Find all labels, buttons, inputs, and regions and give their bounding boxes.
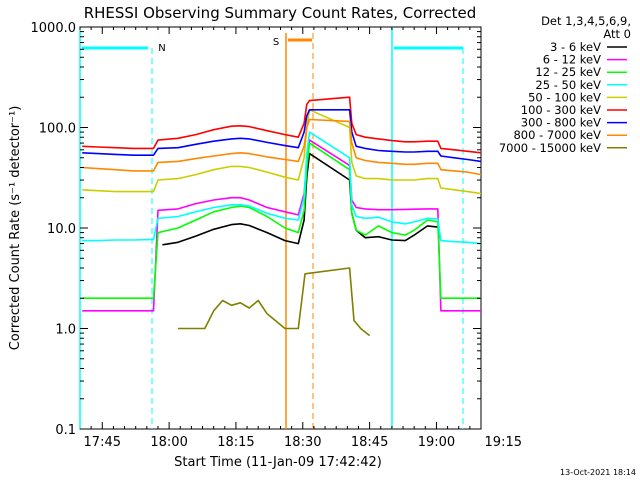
y-tick-label: 1.0 (55, 323, 76, 338)
legend-label: 6 - 12 keV (543, 53, 601, 67)
legend-header-line-1: Det 1,3,4,5,6,9, (541, 14, 631, 28)
plot-frame (79, 26, 482, 430)
x-tick-label: 19:15 (485, 435, 522, 450)
x-tick-label: 18:45 (351, 435, 388, 450)
y-axis-ticks: 0.1 1.0 10.0 100.0 1000.0 (31, 21, 481, 438)
legend-label: 50 - 100 keV (528, 90, 601, 104)
legend-label: 800 - 7000 keV (513, 128, 601, 142)
y-axis-label: Corrected Count Rate (s⁻¹ detector⁻¹) (8, 106, 23, 351)
series-line-7000-15000-kev (178, 267, 371, 337)
legend-label: 12 - 25 keV (535, 65, 601, 79)
y-tick-label: 1000.0 (31, 21, 77, 36)
legend-label: 100 - 300 keV (521, 103, 601, 117)
x-axis-ticks: 17:45 18:00 18:15 18:30 18:45 19:00 19:15 (84, 27, 522, 450)
legend-label: 3 - 6 keV (550, 40, 601, 54)
x-axis-label: Start Time (11-Jan-09 17:42:42) (174, 455, 382, 470)
footer-timestamp: 13-Oct-2021 18:14 (560, 468, 636, 477)
legend-label: 300 - 800 keV (521, 116, 601, 130)
night-label: N (158, 43, 165, 54)
series-lines (82, 96, 482, 337)
x-tick-label: 17:45 (84, 435, 121, 450)
y-tick-label: 0.1 (55, 423, 76, 438)
time-interval-markers: NS (79, 27, 464, 429)
chart-title: RHESSI Observing Summary Count Rates, Co… (84, 4, 477, 22)
y-tick-label: 10.0 (47, 222, 76, 237)
series-line-12-25-kev (82, 142, 481, 300)
saa-label: S (273, 37, 279, 48)
series-line-25-50-kev (82, 131, 482, 245)
y-tick-label: 100.0 (39, 122, 76, 137)
series-line-800-7000-kev (82, 118, 482, 176)
x-tick-label: 19:00 (418, 435, 455, 450)
x-tick-label: 18:15 (217, 435, 254, 450)
legend-label: 7000 - 15000 keV (499, 141, 601, 155)
x-tick-label: 18:00 (150, 435, 187, 450)
series-line-3-6-kev (162, 152, 438, 246)
series-line-300-800-kev (82, 109, 482, 163)
legend-label: 25 - 50 keV (535, 78, 601, 92)
series-line-50-100-kev (82, 109, 482, 195)
legend-header-line-2: Att 0 (603, 27, 631, 41)
series-line-100-300-kev (82, 96, 482, 154)
x-tick-label: 18:30 (284, 435, 321, 450)
